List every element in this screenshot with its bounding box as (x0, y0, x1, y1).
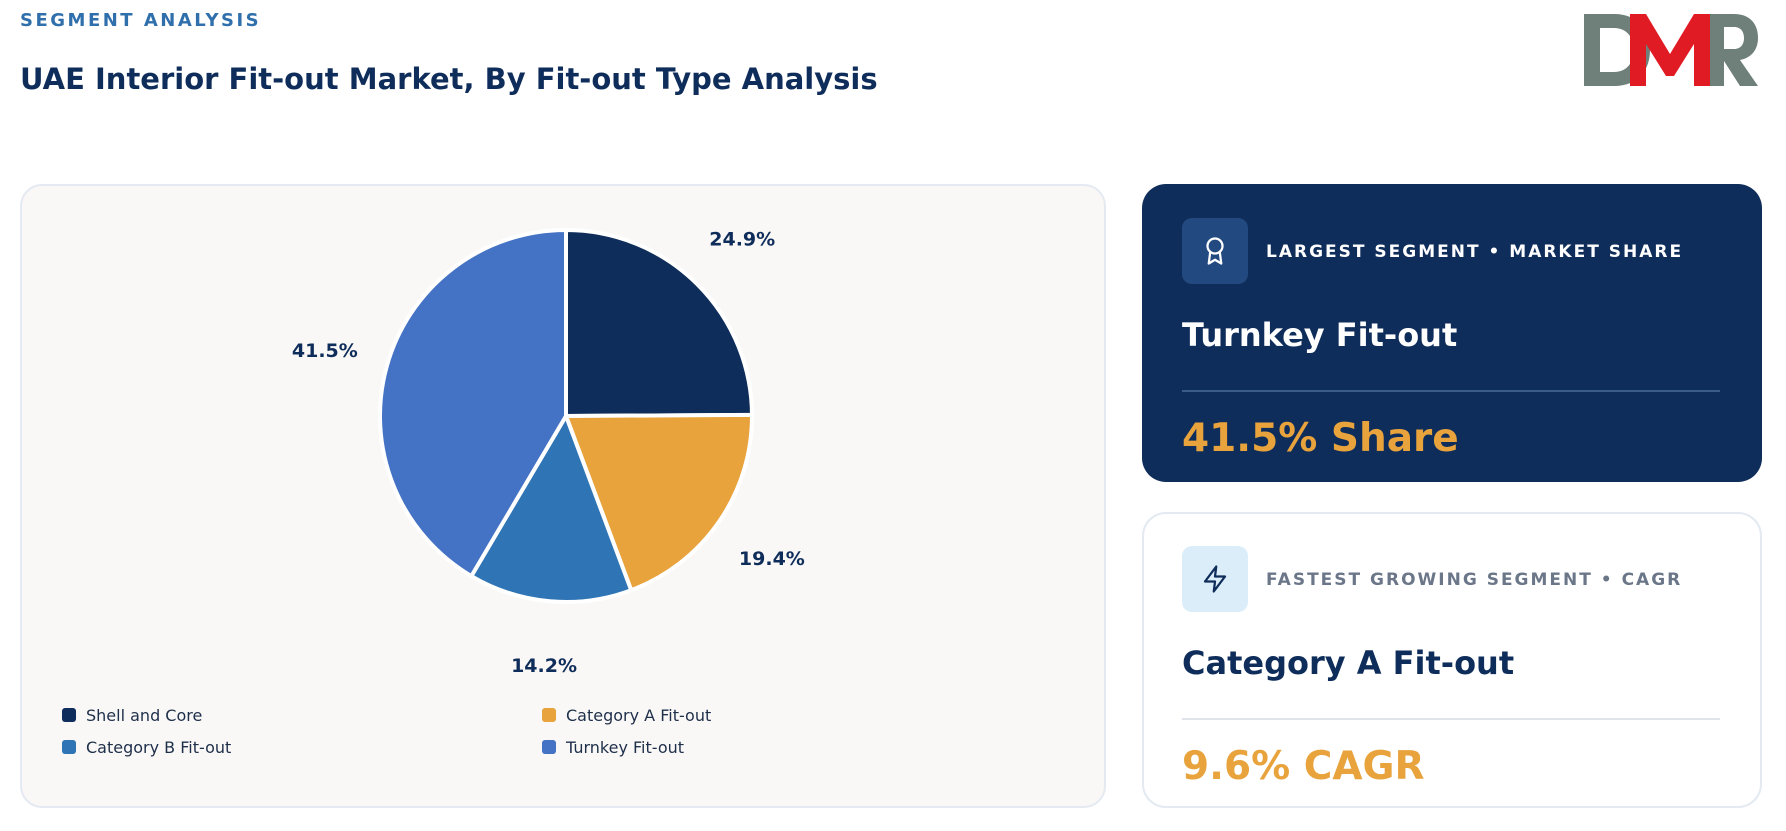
fastest-growing-value: 9.6% CAGR (1182, 744, 1425, 789)
legend-swatch (62, 740, 76, 754)
pie-slice-shell-and-core (564, 228, 754, 418)
legend-label: Turnkey Fit-out (566, 737, 685, 757)
largest-segment-value: 41.5% Share (1182, 416, 1459, 461)
legend-item: Shell and Core (62, 705, 542, 725)
legend-item: Category A Fit-out (542, 705, 1022, 725)
slice-label: 41.5% (292, 340, 358, 362)
largest-segment-card: LARGEST SEGMENT • MARKET SHARE Turnkey F… (1142, 184, 1762, 482)
legend-item: Category B Fit-out (62, 737, 542, 757)
page-title: UAE Interior Fit-out Market, By Fit-out … (20, 62, 878, 96)
pie-slice-category-a-fit-out (564, 412, 754, 593)
card-divider (1182, 718, 1720, 720)
chart-legend: Shell and Core Category A Fit-out Category… (62, 705, 1022, 757)
largest-segment-name: Turnkey Fit-out (1182, 316, 1458, 354)
fastest-growing-card: FASTEST GROWING SEGMENT • CAGR Category … (1142, 512, 1762, 808)
pie-chart-card: 24.9% 19.4% 14.2% 41.5% Shell and Core Categ… (20, 184, 1106, 808)
slice-label: 14.2% (511, 655, 577, 677)
fastest-growing-name: Category A Fit-out (1182, 644, 1515, 682)
dmr-logo (1584, 14, 1758, 86)
pie-slice-turnkey-fit-out (378, 228, 568, 579)
largest-segment-kicker: LARGEST SEGMENT • MARKET SHARE (1266, 242, 1684, 262)
card-divider (1182, 390, 1720, 392)
award-icon (1182, 218, 1248, 284)
pie-slice-category-b-fit-out (469, 414, 634, 604)
legend-label: Shell and Core (86, 705, 203, 725)
slice-label: 24.9% (709, 229, 775, 251)
legend-swatch (542, 708, 556, 722)
fastest-growing-kicker: FASTEST GROWING SEGMENT • CAGR (1266, 570, 1683, 590)
section-eyebrow: SEGMENT ANALYSIS (20, 10, 262, 31)
legend-item: Turnkey Fit-out (542, 737, 1022, 757)
lightning-icon (1182, 546, 1248, 612)
legend-label: Category B Fit-out (86, 737, 232, 757)
legend-swatch (542, 740, 556, 754)
legend-label: Category A Fit-out (566, 705, 712, 725)
slice-label: 19.4% (739, 548, 805, 570)
pie-chart: 24.9% 19.4% 14.2% 41.5% (292, 228, 805, 677)
legend-swatch (62, 708, 76, 722)
